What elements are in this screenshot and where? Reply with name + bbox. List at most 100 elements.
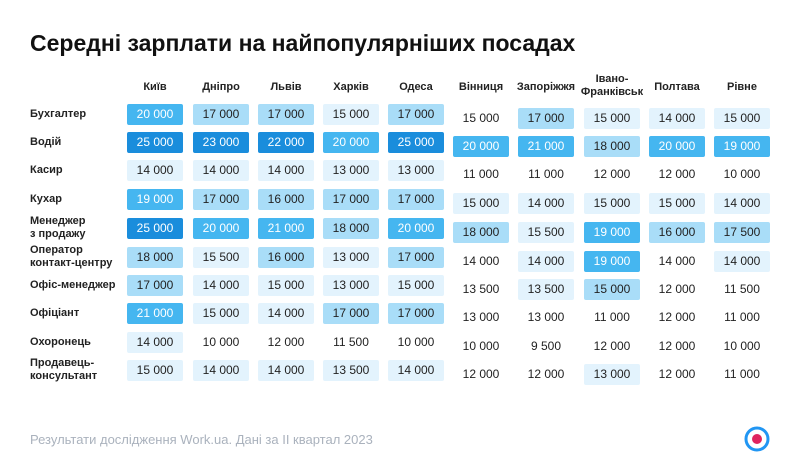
cell: 25 000 xyxy=(388,132,444,153)
cell: 18 000 xyxy=(584,136,640,157)
cell: 15 000 xyxy=(193,303,249,324)
cell: 14 000 xyxy=(193,360,249,381)
cell: 11 000 xyxy=(518,164,574,185)
cell: 14 000 xyxy=(649,251,705,272)
cell: 11 000 xyxy=(453,164,509,185)
cell: 17 000 xyxy=(258,104,314,125)
cell: 17 500 xyxy=(714,222,770,243)
cell: 13 000 xyxy=(388,160,444,181)
cell: 12 000 xyxy=(649,336,705,357)
cell: 14 000 xyxy=(258,360,314,381)
cell: 22 000 xyxy=(258,132,314,153)
cell: 9 500 xyxy=(518,336,574,357)
cell: 15 500 xyxy=(193,247,249,268)
cell: 14 000 xyxy=(714,251,770,272)
cell: 10 000 xyxy=(388,332,444,353)
cell: 14 000 xyxy=(649,108,705,129)
cell: 15 000 xyxy=(649,193,705,214)
cell: 12 000 xyxy=(649,364,705,385)
column-header: Дніпро xyxy=(202,81,240,93)
cell: 15 500 xyxy=(518,222,574,243)
logo xyxy=(744,426,770,452)
cell: 14 000 xyxy=(193,160,249,181)
cell: 13 000 xyxy=(518,307,574,328)
cell: 17 000 xyxy=(323,189,379,210)
row-label: Водій xyxy=(30,136,62,148)
cell: 18 000 xyxy=(323,218,379,239)
cell: 10 000 xyxy=(193,332,249,353)
cell: 17 000 xyxy=(193,189,249,210)
cell: 14 000 xyxy=(714,193,770,214)
cell: 11 500 xyxy=(714,279,770,300)
cell: 25 000 xyxy=(127,132,183,153)
column-header: Львів xyxy=(270,81,302,93)
cell: 15 000 xyxy=(453,193,509,214)
cell: 23 000 xyxy=(193,132,249,153)
cell: 15 000 xyxy=(584,108,640,129)
cell: 16 000 xyxy=(258,189,314,210)
cell: 12 000 xyxy=(258,332,314,353)
cell: 15 000 xyxy=(453,108,509,129)
cell: 17 000 xyxy=(388,303,444,324)
cell: 16 000 xyxy=(258,247,314,268)
cell: 14 000 xyxy=(258,303,314,324)
row-label: Офіціант xyxy=(30,307,80,319)
cell: 15 000 xyxy=(127,360,183,381)
cell: 20 000 xyxy=(127,104,183,125)
row-label: Менеджер з продажу xyxy=(30,215,86,240)
cell: 17 000 xyxy=(388,247,444,268)
cell: 19 000 xyxy=(714,136,770,157)
title: Середні зарплати на найпопулярніших поса… xyxy=(30,30,576,56)
row-label: Продавець- консультант xyxy=(30,357,98,382)
column-header: Рівне xyxy=(727,81,757,93)
column-header: Вінниця xyxy=(458,81,504,93)
cell: 15 000 xyxy=(323,104,379,125)
cell: 19 000 xyxy=(584,222,640,243)
cell: 13 000 xyxy=(584,364,640,385)
cell: 11 000 xyxy=(714,307,770,328)
cell: 12 000 xyxy=(649,164,705,185)
cell: 14 000 xyxy=(518,251,574,272)
cell: 14 000 xyxy=(193,275,249,296)
cell: 18 000 xyxy=(127,247,183,268)
cell: 17 000 xyxy=(518,108,574,129)
cell: 12 000 xyxy=(649,307,705,328)
column-header: Одеса xyxy=(399,81,433,93)
cell: 18 000 xyxy=(453,222,509,243)
column-header: Івано- Франківськ xyxy=(580,73,644,98)
cell: 15 000 xyxy=(584,279,640,300)
cell: 19 000 xyxy=(127,189,183,210)
cell: 20 000 xyxy=(453,136,509,157)
footer-note: Результати дослідження Work.ua. Дані за … xyxy=(30,432,373,447)
cell: 10 000 xyxy=(714,336,770,357)
cell: 17 000 xyxy=(388,189,444,210)
cell: 13 000 xyxy=(323,160,379,181)
column-header: Київ xyxy=(143,81,167,93)
cell: 16 000 xyxy=(649,222,705,243)
column-header: Полтава xyxy=(654,81,700,93)
cell: 15 000 xyxy=(714,108,770,129)
row-label: Касир xyxy=(30,164,63,176)
cell: 12 000 xyxy=(453,364,509,385)
column-header: Харків xyxy=(333,81,369,93)
cell: 13 000 xyxy=(453,307,509,328)
cell: 15 000 xyxy=(388,275,444,296)
cell: 11 000 xyxy=(584,307,640,328)
cell: 15 000 xyxy=(584,193,640,214)
cell: 15 000 xyxy=(258,275,314,296)
cell: 14 000 xyxy=(258,160,314,181)
cell: 25 000 xyxy=(127,218,183,239)
cell: 20 000 xyxy=(388,218,444,239)
cell: 20 000 xyxy=(649,136,705,157)
cell: 11 000 xyxy=(714,364,770,385)
cell: 17 000 xyxy=(127,275,183,296)
row-label: Бухгалтер xyxy=(30,108,87,120)
cell: 19 000 xyxy=(584,251,640,272)
row-label: Офіс-менеджер xyxy=(30,279,116,291)
cell: 13 000 xyxy=(323,275,379,296)
cell: 13 500 xyxy=(323,360,379,381)
cell: 17 000 xyxy=(388,104,444,125)
column-header: Запоріжжя xyxy=(516,81,576,93)
cell: 21 000 xyxy=(258,218,314,239)
cell: 11 500 xyxy=(323,332,379,353)
